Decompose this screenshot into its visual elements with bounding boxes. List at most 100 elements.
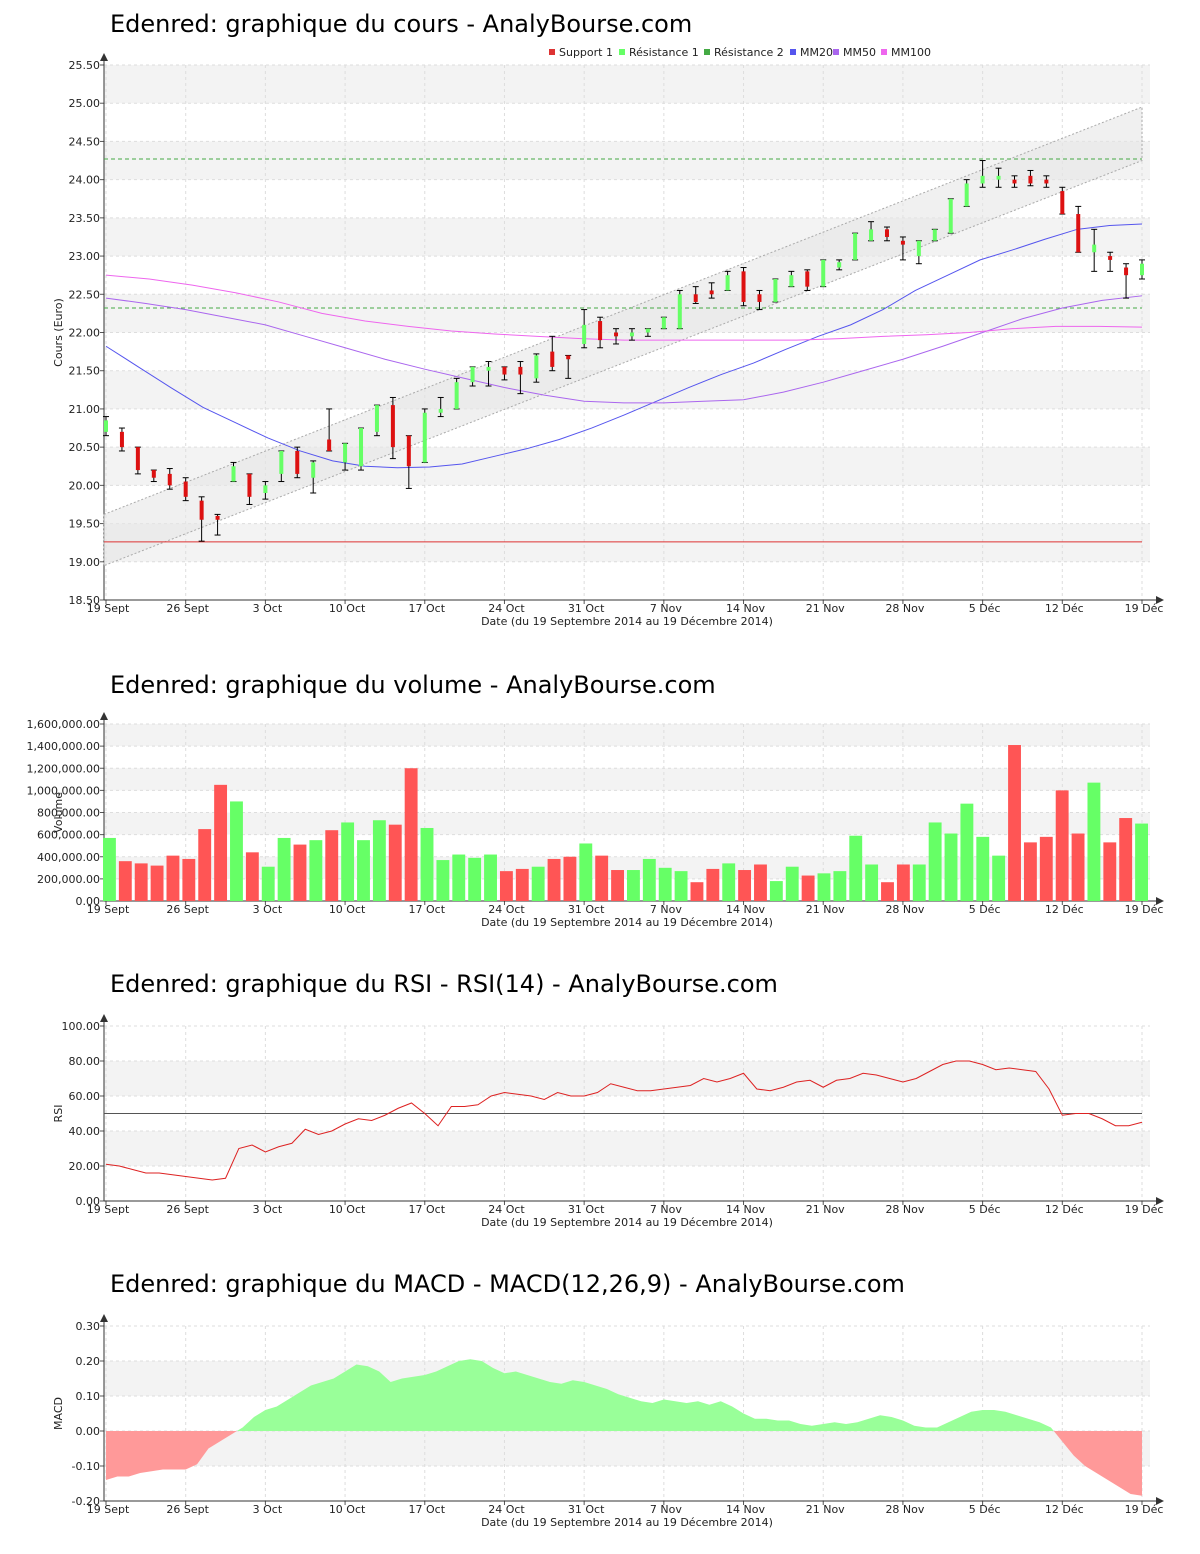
legend-label: Support 1 — [559, 46, 613, 59]
candle-body — [151, 470, 156, 478]
candle-body — [1076, 214, 1081, 253]
candle-body — [534, 355, 539, 379]
volume-y-axis-arrow — [100, 712, 108, 720]
candle-body — [821, 259, 826, 287]
rsi-x-tick-label: 7 Nov — [650, 1203, 682, 1216]
legend-swatch — [549, 49, 555, 55]
candle-body — [805, 271, 810, 287]
candle-body — [741, 271, 746, 302]
price-band — [104, 523, 1150, 562]
price-x-tick-label: 14 Nov — [726, 602, 765, 615]
candle-body — [964, 183, 969, 207]
macd-band — [104, 1361, 1150, 1396]
macd-y-tick-label: 0.00 — [76, 1425, 101, 1438]
macd-y-tick-label: -0.10 — [72, 1460, 100, 1473]
volume-bar — [118, 861, 132, 901]
volume-y-axis-label: Volume — [52, 792, 65, 833]
volume-bar — [357, 840, 370, 901]
volume-x-tick-label: 26 Sept — [166, 903, 209, 916]
volume-x-tick-label: 28 Nov — [885, 903, 924, 916]
candle-body — [231, 466, 236, 482]
macd-x-tick-label: 31 Oct — [568, 1503, 605, 1516]
volume-bar — [627, 870, 640, 901]
legend-swatch — [790, 49, 796, 55]
macd-x-tick-label: 12 Déc — [1045, 1503, 1084, 1516]
volume-bar — [881, 882, 894, 901]
macd-x-tick-label: 10 Oct — [329, 1503, 366, 1516]
price-x-axis-label: Date (du 19 Septembre 2014 au 19 Décembr… — [481, 615, 773, 628]
volume-bar — [928, 822, 942, 901]
candle-body — [1060, 191, 1065, 215]
rsi-x-tick-label: 19 Sept — [87, 1203, 130, 1216]
volume-bar — [658, 867, 672, 901]
macd-y-tick-label: 0.10 — [76, 1390, 101, 1403]
volume-y-tick-label: 600,000.00 — [37, 829, 100, 842]
price-y-tick-label: 25.00 — [69, 97, 101, 110]
macd-chart-panel: Edenred: graphique du MACD - MACD(12,26,… — [0, 1240, 1200, 1550]
volume-bar — [944, 833, 958, 901]
price-y-tick-label: 23.50 — [69, 212, 101, 225]
candle-body — [119, 431, 124, 448]
rsi-x-tick-label: 21 Nov — [806, 1203, 845, 1216]
volume-bar — [563, 856, 577, 901]
volume-bar — [182, 858, 196, 901]
mm100-line — [105, 274, 1143, 341]
price-band — [104, 217, 1150, 257]
volume-x-tick-label: 7 Nov — [650, 903, 682, 916]
volume-y-tick-label: 0.00 — [76, 895, 101, 908]
candle-body — [327, 439, 332, 451]
candle-body — [1108, 256, 1113, 260]
volume-bar — [468, 857, 482, 901]
volume-x-tick-label: 14 Nov — [726, 903, 765, 916]
price-x-tick-label: 21 Nov — [806, 602, 845, 615]
rsi-y-tick-label: 20.00 — [69, 1160, 101, 1173]
volume-bar — [738, 870, 752, 901]
volume-bar — [1039, 836, 1053, 901]
price-x-tick-label: 24 Oct — [488, 602, 525, 615]
price-y-tick-label: 20.00 — [69, 479, 101, 492]
candle-body — [422, 412, 427, 463]
volume-bar — [293, 844, 307, 901]
volume-bar — [833, 871, 847, 901]
candle-body — [104, 420, 108, 432]
volume-bar — [150, 865, 164, 901]
macd-x-tick-label: 24 Oct — [488, 1503, 525, 1516]
rsi-y-tick-label: 60.00 — [69, 1090, 101, 1103]
price-chart-title: Edenred: graphique du cours - AnalyBours… — [110, 10, 693, 38]
macd-chart-title: Edenred: graphique du MACD - MACD(12,26,… — [110, 1270, 905, 1298]
volume-bar — [325, 830, 339, 901]
legend-swatch — [833, 49, 839, 55]
volume-bar — [531, 866, 545, 901]
price-y-tick-label: 21.00 — [69, 403, 101, 416]
volume-chart-title: Edenred: graphique du volume - AnalyBour… — [110, 671, 716, 699]
price-y-tick-label: 18.50 — [69, 594, 101, 607]
price-x-tick-label: 19 Déc — [1125, 602, 1164, 615]
candle-body — [725, 275, 730, 291]
candle-body — [167, 473, 172, 486]
rsi-y-tick-label: 100.00 — [62, 1020, 101, 1033]
macd-y-axis-label: MACD — [52, 1397, 65, 1430]
volume-x-tick-label: 3 Oct — [253, 903, 283, 916]
rsi-chart-panel: Edenred: graphique du RSI - RSI(14) - An… — [0, 940, 1200, 1240]
legend-swatch — [881, 49, 887, 55]
candle-body — [454, 382, 459, 409]
rsi-y-tick-label: 0.00 — [76, 1195, 101, 1208]
volume-bar — [230, 801, 243, 901]
rsi-x-tick-label: 28 Nov — [885, 1203, 924, 1216]
macd-y-axis-arrow — [100, 1314, 108, 1322]
volume-bar — [261, 866, 275, 901]
rsi-x-tick-label: 31 Oct — [568, 1203, 605, 1216]
volume-y-tick-label: 1,400,000.00 — [27, 740, 100, 753]
volume-bar — [960, 803, 974, 901]
volume-x-tick-label: 31 Oct — [568, 903, 605, 916]
volume-bar — [1103, 842, 1117, 901]
candle-body — [932, 229, 937, 241]
macd-negative-area — [1053, 1431, 1142, 1496]
volume-x-tick-label: 5 Déc — [969, 903, 1001, 916]
price-x-tick-label: 26 Sept — [166, 602, 209, 615]
price-y-tick-label: 25.50 — [69, 59, 101, 72]
volume-bar — [1008, 745, 1021, 901]
volume-bar — [515, 868, 529, 901]
volume-bar — [198, 829, 212, 901]
volume-bar — [976, 836, 990, 901]
